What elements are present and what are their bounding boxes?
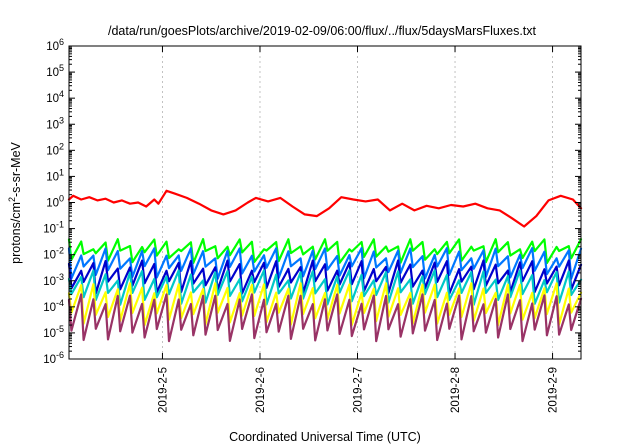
- series-line-4: [67, 269, 583, 306]
- y-tick-base: 10: [46, 67, 59, 79]
- y-tick-base: 10: [46, 93, 59, 105]
- y-tick-exp: -6: [56, 350, 64, 360]
- y-tick-label: 10-3: [43, 272, 64, 288]
- y-tick-base: 10: [43, 276, 56, 288]
- x-axis-title: Coordinated Universal Time (UTC): [229, 430, 421, 444]
- y-tick-label: 10-6: [43, 350, 64, 366]
- y-tick-base: 10: [46, 41, 59, 53]
- y-tick-exp: 5: [59, 63, 64, 73]
- series-line-red: [67, 189, 583, 228]
- y-tick-base: 10: [43, 328, 56, 340]
- y-tick-base: 10: [43, 250, 56, 262]
- y-tick-base: 10: [43, 302, 56, 314]
- y-axis: 10-610-510-410-310-210-11001011021031041…: [43, 37, 581, 366]
- y-tick-base: 10: [43, 354, 56, 366]
- y-tick-base: 10: [46, 171, 59, 183]
- grid: [162, 46, 553, 359]
- x-tick-label: 2019-2-7: [353, 367, 365, 413]
- chart-title: /data/run/goesPlots/archive/2019-02-09/0…: [108, 24, 537, 38]
- y-tick-label: 101: [46, 167, 64, 183]
- series-line-3: [67, 259, 583, 295]
- y-tick-base: 10: [43, 224, 56, 236]
- y-tick-exp: -5: [56, 324, 64, 334]
- y-tick-base: 10: [46, 119, 59, 131]
- y-tick-label: 104: [46, 89, 64, 105]
- y-tick-exp: 0: [59, 194, 64, 204]
- series-line-6: [67, 293, 583, 343]
- series-layer: [67, 189, 583, 343]
- series-line-1: [67, 238, 583, 265]
- x-tick-label: 2019-2-9: [548, 367, 560, 413]
- y-tick-exp: -4: [56, 298, 64, 308]
- y-tick-exp: 4: [59, 89, 64, 99]
- series-line-2: [67, 247, 583, 280]
- y-tick-exp: 3: [59, 115, 64, 125]
- y-tick-label: 102: [46, 141, 64, 157]
- y-tick-exp: 6: [59, 37, 64, 47]
- y-tick-exp: 1: [59, 167, 64, 177]
- y-tick-base: 10: [46, 198, 59, 210]
- y-axis-title: protons/cm2-s-sr-MeV: [7, 141, 23, 263]
- y-tick-exp: -1: [56, 220, 64, 230]
- y-tick-exp: -2: [56, 246, 64, 256]
- x-tick-label: 2019-2-6: [255, 367, 267, 413]
- y-tick-exp: -3: [56, 272, 64, 282]
- y-tick-label: 10-1: [43, 220, 64, 236]
- y-tick-label: 100: [46, 194, 64, 210]
- y-axis-title-rest: -s-sr-MeV: [9, 141, 23, 197]
- x-tick-label: 2019-2-5: [157, 367, 169, 413]
- y-tick-label: 10-5: [43, 324, 64, 340]
- series-line-5: [67, 282, 583, 327]
- y-tick-label: 103: [46, 115, 64, 131]
- x-tick-label: 2019-2-8: [450, 367, 462, 413]
- y-tick-base: 10: [46, 145, 59, 157]
- y-tick-label: 10-4: [43, 298, 64, 314]
- y-tick-label: 106: [46, 37, 64, 53]
- y-tick-label: 10-2: [43, 246, 64, 262]
- y-axis-title-base: protons/cm: [9, 202, 23, 264]
- x-axis: 2019-2-5 2019-2-6 2019-2-7 2019-2-8 2019-2-9: [157, 46, 560, 413]
- y-axis-title-sup: 2: [7, 197, 17, 202]
- y-tick-exp: 2: [59, 141, 64, 151]
- y-tick-label: 105: [46, 63, 64, 79]
